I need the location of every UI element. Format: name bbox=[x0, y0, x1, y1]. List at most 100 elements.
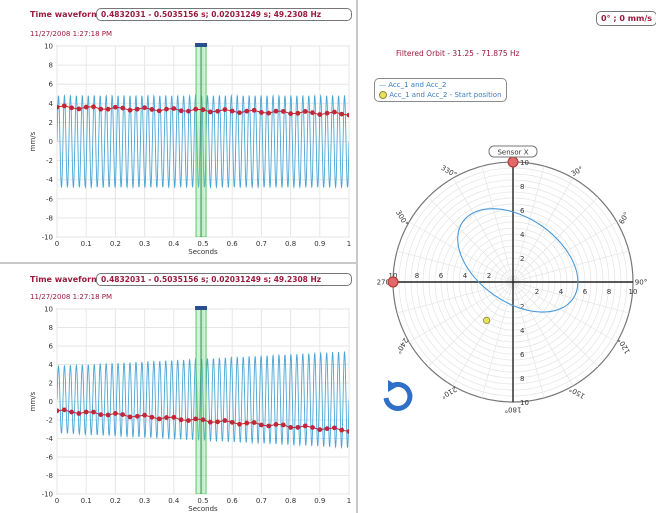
marker-point bbox=[186, 418, 191, 423]
marker-point bbox=[339, 427, 345, 433]
marker-point bbox=[346, 429, 349, 434]
x-tick-label: 0.1 bbox=[81, 497, 92, 505]
marker-point bbox=[200, 107, 206, 113]
orbit-y-tick-neg: 6 bbox=[520, 351, 525, 359]
orbit-angle-label: 240° bbox=[394, 336, 409, 355]
marker-point bbox=[237, 110, 242, 116]
marker-point bbox=[98, 412, 104, 418]
marker-point bbox=[259, 110, 264, 115]
marker-point bbox=[142, 412, 148, 418]
y-tick-label: -2 bbox=[46, 417, 53, 425]
y-tick-label: -8 bbox=[46, 214, 53, 222]
x-tick-label: 0.2 bbox=[110, 240, 121, 248]
orbit-x-tick-neg: 8 bbox=[415, 272, 419, 280]
orbit-angle-label: 90° bbox=[635, 279, 647, 287]
marker-point bbox=[324, 110, 330, 116]
marker-point bbox=[149, 414, 155, 420]
marker-point bbox=[61, 103, 67, 109]
x-tick-label: 0.3 bbox=[139, 240, 150, 248]
bottom-panel-title: Time waveform bbox=[30, 275, 100, 284]
marker-point bbox=[156, 416, 162, 422]
marker-point bbox=[324, 426, 330, 432]
marker-point bbox=[339, 111, 345, 117]
marker-point bbox=[266, 110, 272, 116]
orbit-polar-chart[interactable]: 2 2 2 4 4 4 6 6 6 8 8 8 10 10 10 10 8 6 4 2 30° 60° 90° 120° 150… bbox=[358, 0, 656, 513]
marker-point bbox=[302, 109, 308, 114]
polar-grid-spoke bbox=[512, 281, 630, 314]
orbit-y-tick-neg: 4 bbox=[520, 327, 525, 335]
x-tick-label: 0.5 bbox=[197, 240, 208, 248]
top-panel-date: 11/27/2008 1:27:18 PM bbox=[30, 30, 113, 38]
marker-point bbox=[113, 411, 118, 416]
legend-dot-marker bbox=[379, 91, 387, 99]
sensor-label-box bbox=[488, 145, 538, 158]
orbit-angle-label: 300° bbox=[394, 209, 409, 228]
marker-point bbox=[76, 411, 82, 416]
y-tick-label: 6 bbox=[49, 81, 54, 89]
sensor-marker-left bbox=[387, 276, 399, 288]
y-tick-label: -4 bbox=[46, 435, 54, 443]
orbit-legend: — Acc_1 and Acc_2 Acc_1 and Acc_2 - Star… bbox=[374, 78, 507, 102]
marker-point bbox=[164, 106, 169, 112]
marker-point bbox=[193, 416, 199, 422]
x-tick-label: 0.7 bbox=[256, 497, 267, 505]
marker-point bbox=[178, 108, 184, 114]
y-tick-label: 10 bbox=[44, 43, 53, 51]
polar-grid-spoke bbox=[512, 165, 545, 283]
x-tick-label: 0.4 bbox=[168, 240, 180, 248]
marker-point bbox=[105, 412, 111, 418]
marker-point bbox=[186, 108, 191, 114]
marker-point bbox=[83, 104, 89, 110]
legend-item-orbit: — Acc_1 and Acc_2 bbox=[379, 80, 502, 90]
y-axis-label: mm/s bbox=[29, 391, 37, 411]
y-tick-label: 4 bbox=[49, 100, 54, 108]
x-axis-label: Seconds bbox=[188, 248, 218, 256]
orbit-angle-label: 270° bbox=[377, 279, 394, 287]
marker-point bbox=[98, 106, 104, 112]
orbit-x-tick-neg: 10 bbox=[389, 272, 398, 280]
polar-grid-spoke bbox=[512, 281, 574, 387]
marker-point bbox=[295, 424, 301, 430]
y-tick-label: 0 bbox=[49, 138, 53, 146]
orbit-x-tick: 10 bbox=[629, 288, 638, 296]
polar-grid-spoke bbox=[452, 281, 514, 387]
y-tick-label: 6 bbox=[49, 343, 54, 351]
x-tick-label: 0.6 bbox=[227, 497, 239, 505]
legend-label-orbit: Acc_1 and Acc_2 bbox=[388, 81, 447, 89]
orbit-y-tick: 10 bbox=[520, 159, 529, 167]
marker-point bbox=[295, 110, 301, 116]
marker-point bbox=[120, 105, 126, 111]
marker-point bbox=[310, 110, 315, 116]
orbit-y-tick: 6 bbox=[520, 207, 525, 215]
waveform-line bbox=[57, 94, 349, 189]
polar-grid-spoke bbox=[427, 196, 514, 283]
marker-point bbox=[237, 421, 242, 427]
top-panel-title: Time waveform bbox=[30, 10, 100, 19]
marker-point bbox=[244, 108, 250, 114]
marker-point bbox=[222, 418, 228, 423]
marker-point bbox=[171, 106, 177, 111]
marker-point bbox=[91, 104, 96, 110]
plot-content bbox=[57, 309, 349, 494]
marker-point bbox=[273, 421, 279, 427]
rotate-icon[interactable] bbox=[378, 378, 418, 414]
marker-point bbox=[113, 104, 118, 110]
bottom-panel-date: 11/27/2008 1:27:18 PM bbox=[30, 293, 113, 301]
orbit-y-tick-neg: 8 bbox=[520, 375, 524, 383]
orbit-start-dot bbox=[483, 316, 491, 324]
polar-grid-spoke bbox=[512, 281, 618, 343]
marker-point bbox=[69, 105, 74, 111]
y-tick-label: 8 bbox=[49, 324, 53, 332]
marker-point bbox=[280, 422, 286, 428]
x-tick-label: 1 bbox=[347, 497, 351, 505]
x-tick-label: 1 bbox=[347, 240, 351, 248]
polar-grid-spoke bbox=[427, 281, 514, 368]
marker-point bbox=[229, 108, 235, 114]
orbit-y-tick: 2 bbox=[520, 255, 524, 263]
x-tick-label: 0.9 bbox=[314, 240, 325, 248]
polar-grid-spoke bbox=[396, 250, 514, 283]
marker-point bbox=[127, 107, 133, 113]
waveform-line bbox=[57, 351, 349, 450]
